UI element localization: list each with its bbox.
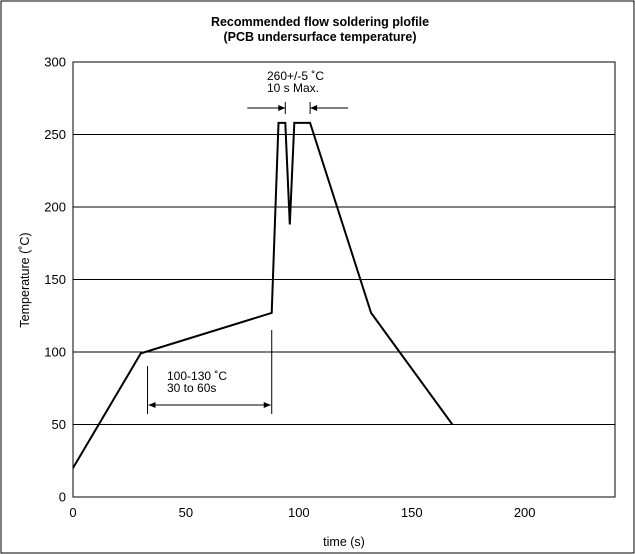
peak-annotation-text: 260+/-5 ˚C bbox=[267, 69, 324, 83]
y-tick-label: 50 bbox=[52, 417, 66, 432]
arrow-head bbox=[278, 105, 286, 111]
preheat-annotation-text: 100-130 ˚C bbox=[167, 369, 227, 383]
y-tick-label: 300 bbox=[44, 55, 66, 70]
y-tick-label: 250 bbox=[44, 127, 66, 142]
chart-subtitle: (PCB undersurface temperature) bbox=[223, 30, 416, 44]
x-tick-label: 150 bbox=[401, 505, 423, 520]
y-tick-label: 200 bbox=[44, 200, 66, 215]
preheat-annotation-text: 30 to 60s bbox=[167, 381, 216, 395]
chart-title: Recommended flow soldering plofile bbox=[211, 15, 429, 29]
y-axis-label: Temperature (˚C) bbox=[18, 232, 32, 327]
x-tick-label: 200 bbox=[514, 505, 536, 520]
arrow-head bbox=[310, 105, 318, 111]
series-lines bbox=[72, 121, 454, 469]
y-tick-label: 0 bbox=[59, 490, 66, 505]
y-tick-labels: 0 50 100 150 200 250 300 bbox=[44, 55, 66, 505]
arrow-head bbox=[263, 402, 271, 408]
arrow-head bbox=[148, 402, 156, 408]
x-tick-label: 100 bbox=[288, 505, 310, 520]
peak-annotation-text: 10 s Max. bbox=[267, 81, 319, 95]
grid-lines bbox=[73, 134, 615, 425]
y-tick-label: 150 bbox=[44, 272, 66, 287]
x-axis-label: time (s) bbox=[323, 535, 365, 549]
annotations: 260+/-5 ˚C10 s Max. 100-130 ˚C30 to 60s bbox=[147, 69, 349, 414]
series-line bbox=[72, 121, 454, 469]
x-tick-label: 0 bbox=[69, 505, 76, 520]
x-tick-label: 50 bbox=[179, 505, 193, 520]
y-tick-label: 100 bbox=[44, 345, 66, 360]
plot-frame bbox=[72, 61, 616, 498]
x-tick-labels: 0 50 100 150 200 bbox=[69, 505, 535, 520]
